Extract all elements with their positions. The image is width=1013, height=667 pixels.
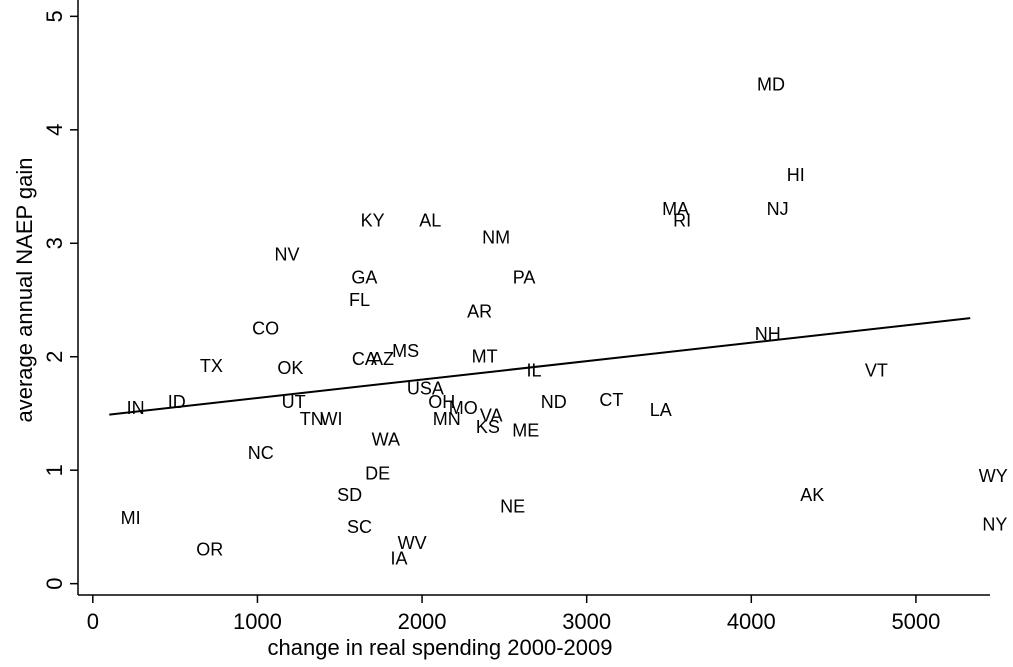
point-label-wy: WY bbox=[979, 466, 1008, 486]
point-label-mo: MO bbox=[449, 398, 478, 418]
point-label-tn: TN bbox=[300, 409, 324, 429]
y-tick-label-2: 2 bbox=[42, 351, 67, 363]
point-label-nj: NJ bbox=[767, 199, 789, 219]
point-label-ct: CT bbox=[599, 390, 623, 410]
point-label-az: AZ bbox=[371, 349, 394, 369]
point-label-ok: OK bbox=[277, 358, 303, 378]
y-tick-label-5: 5 bbox=[42, 10, 67, 22]
point-label-al: AL bbox=[419, 211, 441, 231]
x-axis-label: change in real spending 2000-2009 bbox=[268, 635, 613, 660]
point-label-ut: UT bbox=[282, 392, 306, 412]
point-label-wv: WV bbox=[398, 533, 427, 553]
x-tick-label-5000: 5000 bbox=[891, 609, 940, 634]
point-label-sd: SD bbox=[337, 485, 362, 505]
point-label-tx: TX bbox=[200, 356, 223, 376]
point-label-mi: MI bbox=[121, 508, 141, 528]
point-label-or: OR bbox=[196, 540, 223, 560]
point-label-wi: WI bbox=[321, 409, 343, 429]
point-label-de: DE bbox=[365, 464, 390, 484]
y-tick-label-0: 0 bbox=[42, 578, 67, 590]
x-tick-label-4000: 4000 bbox=[727, 609, 776, 634]
y-tick-label-4: 4 bbox=[42, 124, 67, 136]
point-label-sc: SC bbox=[347, 517, 372, 537]
point-label-in: IN bbox=[127, 398, 145, 418]
point-label-ne: NE bbox=[500, 497, 525, 517]
point-label-ms: MS bbox=[392, 341, 419, 361]
point-label-oh: OH bbox=[428, 392, 455, 412]
point-label-ma: MA bbox=[662, 199, 689, 219]
point-label-mt: MT bbox=[472, 347, 498, 367]
point-label-ar: AR bbox=[467, 301, 492, 321]
y-axis-label: average annual NAEP gain bbox=[12, 157, 37, 422]
point-label-ky: KY bbox=[361, 211, 385, 231]
point-label-co: CO bbox=[252, 318, 279, 338]
point-label-id: ID bbox=[168, 392, 186, 412]
point-label-la: LA bbox=[650, 400, 672, 420]
point-label-nv: NV bbox=[275, 245, 300, 265]
x-tick-label-1000: 1000 bbox=[233, 609, 282, 634]
y-tick-label-3: 3 bbox=[42, 237, 67, 249]
y-ticks: 0 1 2 3 4 5 bbox=[42, 10, 78, 590]
point-label-ri: RI bbox=[673, 211, 691, 231]
point-label-nc: NC bbox=[248, 443, 274, 463]
x-tick-label-2000: 2000 bbox=[398, 609, 447, 634]
point-label-usa: USA bbox=[407, 379, 444, 399]
point-label-ia: IA bbox=[391, 549, 408, 569]
point-label-hi: HI bbox=[787, 165, 805, 185]
x-tick-label-3000: 3000 bbox=[562, 609, 611, 634]
point-label-ny: NY bbox=[982, 515, 1007, 535]
y-tick-label-1: 1 bbox=[42, 464, 67, 476]
point-label-wa: WA bbox=[372, 430, 400, 450]
point-label-ga: GA bbox=[351, 267, 377, 287]
regression-line bbox=[109, 317, 971, 416]
point-label-me: ME bbox=[512, 420, 539, 440]
point-label-ca: CA bbox=[352, 349, 377, 369]
point-label-vt: VT bbox=[865, 360, 888, 380]
x-tick-label-0: 0 bbox=[87, 609, 99, 634]
point-label-ak: AK bbox=[800, 485, 824, 505]
point-label-nm: NM bbox=[482, 228, 510, 248]
x-ticks: 0 1000 2000 3000 4000 5000 bbox=[87, 595, 940, 634]
point-label-fl: FL bbox=[349, 290, 370, 310]
point-label-pa: PA bbox=[513, 267, 536, 287]
point-label-va: VA bbox=[480, 406, 503, 426]
point-label-ks: KS bbox=[476, 417, 500, 437]
point-label-nh: NH bbox=[755, 324, 781, 344]
point-label-mn: MN bbox=[433, 409, 461, 429]
point-label-il: IL bbox=[526, 360, 541, 380]
point-label-nd: ND bbox=[541, 392, 567, 412]
point-label-md: MD bbox=[757, 74, 785, 94]
